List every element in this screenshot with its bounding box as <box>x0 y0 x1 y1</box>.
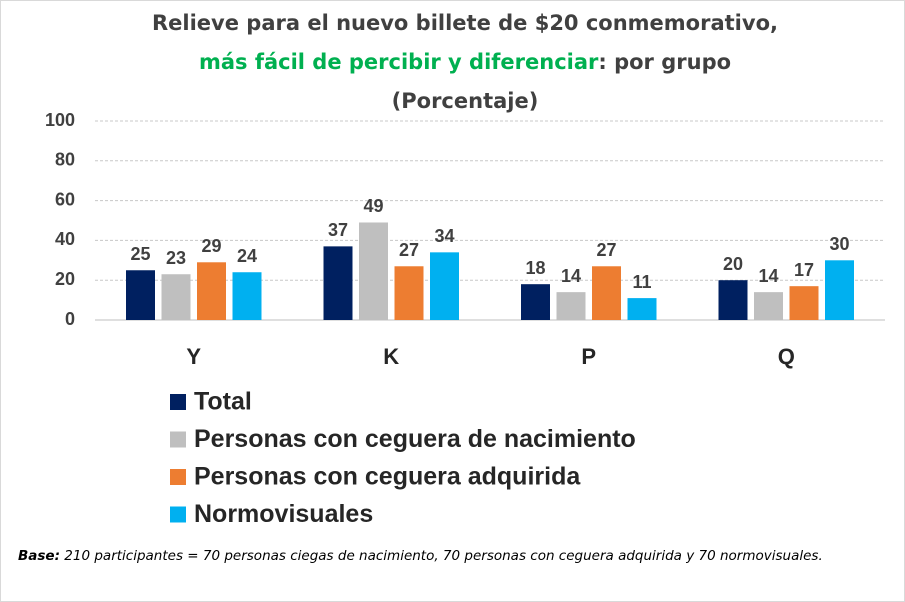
value-label: 27 <box>596 240 616 260</box>
y-tick-label: 20 <box>55 269 75 289</box>
bar <box>394 266 424 320</box>
bar <box>232 272 262 320</box>
legend-swatch <box>170 506 186 523</box>
y-tick-label: 0 <box>65 309 75 329</box>
x-tick-label: Y <box>186 344 201 369</box>
value-label: 11 <box>632 272 651 292</box>
footnote-text: 210 participantes = 70 personas ciegas d… <box>60 548 823 564</box>
value-label: 37 <box>328 220 348 240</box>
chart-subtitle: (Porcentaje) <box>392 89 539 113</box>
value-label: 24 <box>237 246 257 266</box>
value-label: 17 <box>794 260 814 280</box>
bar <box>789 286 819 320</box>
bar <box>627 298 657 320</box>
value-label: 20 <box>723 254 743 274</box>
bar <box>718 280 748 320</box>
value-label: 30 <box>829 234 849 254</box>
y-tick-label: 60 <box>55 189 75 209</box>
chart-title: Relieve para el nuevo billete de $20 con… <box>152 11 778 35</box>
value-label: 29 <box>201 236 221 256</box>
bar <box>359 222 388 320</box>
bar <box>126 270 155 320</box>
bar <box>430 252 459 320</box>
bar <box>592 266 621 320</box>
chart-title-line-2: más fácil de percibir y diferenciar: por… <box>199 50 731 74</box>
value-label: 25 <box>130 244 150 264</box>
title-highlight: más fácil de percibir y diferenciar <box>199 50 599 74</box>
bar <box>197 262 226 320</box>
legend-label: Personas con ceguera adquirida <box>194 463 581 491</box>
bar <box>161 274 191 320</box>
legend-swatch <box>170 394 186 410</box>
legend-label: Normovisuales <box>194 500 373 528</box>
y-tick-label: 80 <box>55 150 75 170</box>
value-label: 23 <box>166 248 186 268</box>
value-label: 14 <box>561 266 581 286</box>
value-label: 34 <box>434 226 454 246</box>
bar <box>754 292 783 320</box>
bar <box>521 284 550 320</box>
bar <box>556 292 586 320</box>
value-label: 14 <box>758 266 778 286</box>
value-label: 49 <box>363 196 383 216</box>
legend-label: Personas con ceguera de nacimiento <box>194 425 636 453</box>
footnote-label: Base: <box>18 548 60 564</box>
chart: Relieve para el nuevo billete de $20 con… <box>45 11 885 528</box>
y-tick-label: 40 <box>55 229 75 249</box>
bar <box>323 246 353 320</box>
legend-swatch <box>170 469 186 485</box>
y-tick-label: 100 <box>45 110 75 130</box>
legend-label: Total <box>194 388 252 416</box>
x-tick-label: Q <box>778 344 795 369</box>
bar <box>825 260 854 320</box>
title-rest: : por grupo <box>598 50 731 74</box>
footnote: Base: 210 participantes = 70 personas ci… <box>18 546 878 566</box>
value-label: 18 <box>525 258 545 278</box>
legend-swatch <box>170 431 186 448</box>
x-tick-label: K <box>383 344 399 369</box>
x-tick-label: P <box>581 344 596 369</box>
value-label: 27 <box>399 240 419 260</box>
